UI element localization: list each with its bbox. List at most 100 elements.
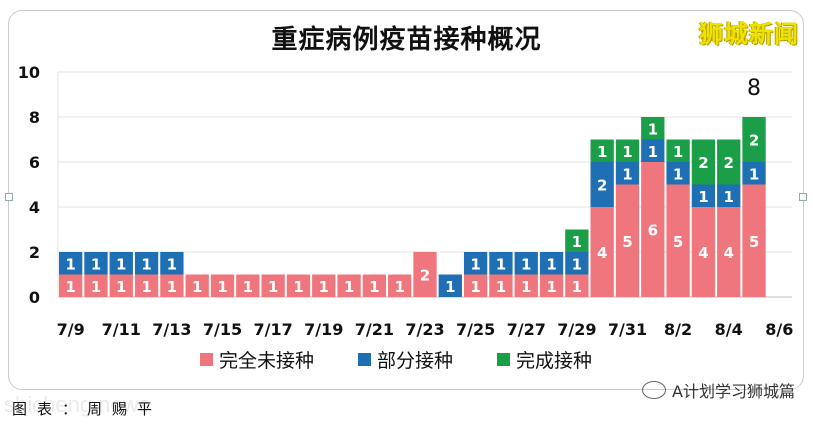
bar-segment <box>134 274 159 297</box>
x-tick-label: 7/25 <box>456 320 495 339</box>
bar-segment <box>160 252 184 275</box>
bar-segment <box>59 252 83 275</box>
bar-segment <box>312 274 336 297</box>
data-label: 1 <box>496 255 506 273</box>
x-tick-label: 7/29 <box>557 320 596 339</box>
data-label: 1 <box>521 278 531 296</box>
source-credit: 图表：周赐平 <box>12 400 163 418</box>
x-tick-label: 7/27 <box>507 320 546 339</box>
x-tick-label: 7/19 <box>304 320 343 339</box>
bar-segment <box>337 274 361 297</box>
data-label: 1 <box>470 278 480 296</box>
x-tick-label: 7/31 <box>608 320 647 339</box>
data-label: 1 <box>268 278 278 296</box>
total-annotation: 8 <box>747 76 761 101</box>
bar-segment <box>691 207 716 297</box>
x-tick-label: 7/15 <box>203 320 242 339</box>
legend-swatch <box>497 353 511 366</box>
x-tick-label: 8/6 <box>765 320 793 339</box>
bar-segment <box>742 162 766 185</box>
bar-segment <box>59 274 83 297</box>
data-label: 1 <box>445 278 455 296</box>
resize-handle[interactable] <box>5 193 13 201</box>
bar-segment <box>261 274 285 297</box>
bar-segment <box>590 207 614 297</box>
bar-segment <box>185 274 209 297</box>
x-tick-label: 7/21 <box>355 320 394 339</box>
account-name: A计划学习狮城篇 <box>672 382 795 401</box>
bar-segment <box>84 274 108 297</box>
legend-swatch <box>200 353 213 366</box>
bar-segment <box>539 274 564 297</box>
bar-segment <box>666 162 690 185</box>
data-label: 1 <box>622 143 632 161</box>
data-label: 1 <box>65 255 75 273</box>
y-tick-label: 0 <box>29 288 40 307</box>
legend-label: 部分接种 <box>377 350 454 372</box>
bar-segment <box>109 252 133 275</box>
chart-legend: 完全未接种 部分接种 完成接种 <box>200 346 592 373</box>
data-label: 1 <box>293 278 303 296</box>
bar-segment <box>463 252 488 275</box>
x-tick-label: 8/4 <box>715 320 743 339</box>
data-label: 1 <box>597 143 607 161</box>
bar-segment <box>84 252 108 275</box>
bar-segment <box>160 274 184 297</box>
data-label: 4 <box>698 244 708 262</box>
watermark-text: shicheng.news <box>4 392 150 417</box>
data-label: 4 <box>724 244 734 262</box>
y-tick-label: 2 <box>29 243 40 262</box>
bar-segment <box>641 139 665 162</box>
bar-segment <box>210 274 235 297</box>
data-label: 1 <box>622 165 632 183</box>
legend-item: 完成接种 <box>497 346 592 373</box>
data-label: 1 <box>724 188 734 206</box>
data-label: 1 <box>344 278 354 296</box>
bar-segment <box>362 274 387 297</box>
bar-segment <box>565 274 589 297</box>
resize-handle[interactable] <box>799 193 807 201</box>
y-tick-label: 4 <box>29 198 40 217</box>
bar-segment <box>286 274 311 297</box>
x-tick-label: 7/23 <box>405 320 444 339</box>
bar-segment <box>717 139 741 185</box>
x-tick-label: 8/2 <box>664 320 692 339</box>
x-tick-label: 7/9 <box>57 320 85 339</box>
bar-segment <box>565 229 589 252</box>
legend-item: 部分接种 <box>358 346 453 373</box>
data-label: 1 <box>648 143 658 161</box>
bar-segment <box>463 274 488 297</box>
bar-segment <box>438 274 462 297</box>
bar-segment <box>236 274 260 297</box>
data-label: 1 <box>243 278 253 296</box>
data-label: 1 <box>673 165 683 183</box>
legend-item: 完全未接种 <box>200 346 314 373</box>
bar-segment <box>615 162 640 185</box>
data-label: 1 <box>369 278 379 296</box>
data-label: 1 <box>65 278 75 296</box>
bar-segment <box>641 117 665 140</box>
x-tick-label: 7/11 <box>102 320 141 339</box>
y-tick-label: 8 <box>29 108 40 127</box>
data-label: 1 <box>217 278 227 296</box>
data-label: 2 <box>597 177 607 195</box>
data-label: 1 <box>91 255 101 273</box>
data-label: 1 <box>572 255 582 273</box>
data-label: 2 <box>698 154 708 172</box>
data-label: 4 <box>597 244 607 262</box>
bar-segment <box>514 252 538 275</box>
bar-segment <box>691 139 716 185</box>
data-label: 1 <box>749 165 759 183</box>
brand-logo-text: 狮城新闻 <box>699 20 799 48</box>
data-label: 1 <box>496 278 506 296</box>
bar-segment <box>590 162 614 207</box>
data-label: 2 <box>749 132 759 150</box>
bar-segment <box>134 252 159 275</box>
data-label: 1 <box>192 278 202 296</box>
bar-segment <box>666 139 690 162</box>
chart-title: 重症病例疫苗接种概况 <box>271 25 542 55</box>
bar-segment <box>489 274 513 297</box>
data-label: 1 <box>91 278 101 296</box>
bar-segment <box>539 252 564 275</box>
data-label: 5 <box>622 233 632 251</box>
